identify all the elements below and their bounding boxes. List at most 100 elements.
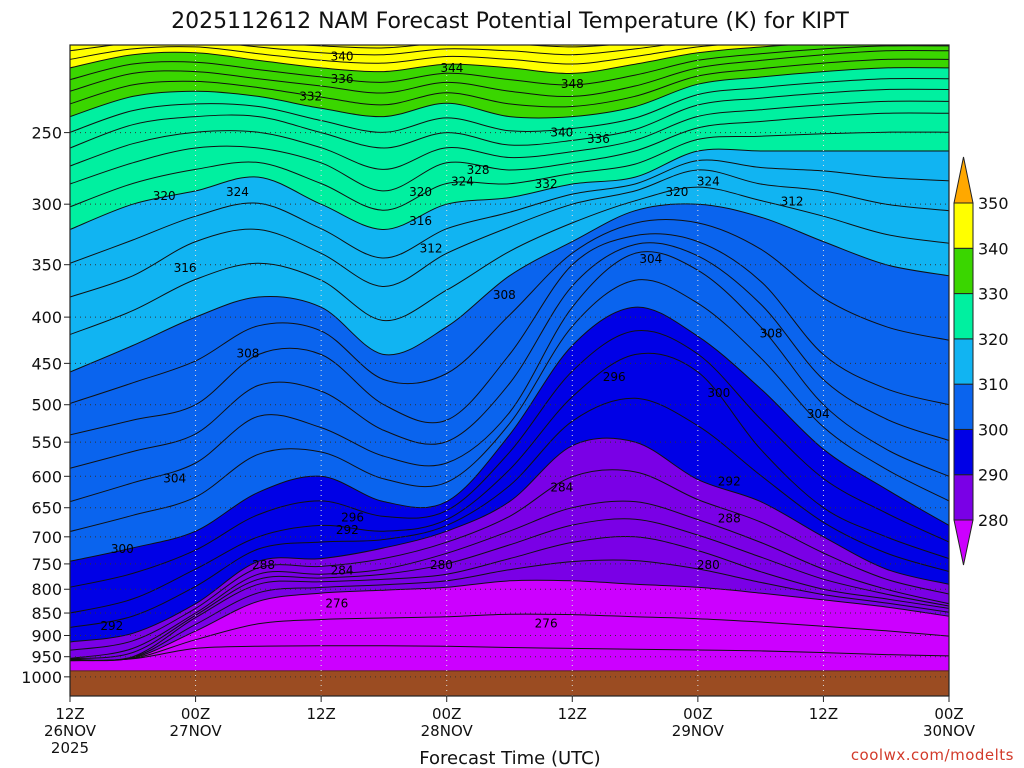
x-tick-label: 27NOV — [170, 722, 223, 740]
isentrope-280 — [70, 579, 949, 662]
colorbar-segment — [953, 247, 974, 295]
contour-label: 280 — [697, 558, 720, 572]
fill-band-344 — [70, 45, 949, 55]
y-tick-label: 950 — [31, 648, 62, 667]
terrain-layer — [70, 670, 949, 696]
isentrope-328 — [70, 88, 949, 149]
x-tick-label: 29NOV — [672, 722, 725, 740]
contour-label: 296 — [603, 370, 626, 384]
colorbar-segment — [953, 474, 974, 521]
y-tick-label: 850 — [31, 604, 62, 623]
contour-label: 324 — [697, 174, 720, 188]
isentrope-308 — [70, 233, 949, 436]
contour-label: 336 — [331, 72, 354, 86]
contour-label: 288 — [252, 558, 275, 572]
isentrope-340 — [70, 45, 796, 74]
contour-label: 332 — [299, 89, 322, 103]
isentrope-306 — [70, 242, 949, 469]
isentrope-290 — [70, 469, 949, 651]
x-tick-label: 28NOV — [421, 722, 474, 740]
contour-label: 316 — [174, 261, 197, 275]
x-tick-label: 26NOV — [44, 722, 97, 740]
colorbar-label: 300 — [978, 420, 1009, 439]
isentrope-310 — [70, 219, 949, 404]
y-tick-label: 550 — [31, 433, 62, 452]
y-tick-label: 300 — [31, 195, 62, 214]
x-tick-label: 00Z — [934, 705, 963, 723]
isentrope-344 — [70, 45, 670, 56]
isentrope-304 — [70, 251, 949, 503]
contour-label: 324 — [451, 174, 474, 188]
isentrope-276 — [70, 645, 949, 662]
isentrope-282 — [70, 559, 949, 662]
isentrope-278 — [70, 613, 949, 662]
y-tick-label: 450 — [31, 354, 62, 373]
contour-label: 336 — [587, 132, 610, 146]
isentrope-318 — [70, 159, 949, 264]
isentrope-288 — [70, 500, 949, 659]
colorbar-label: 290 — [978, 466, 1009, 485]
x-tick-label: 00Z — [181, 705, 210, 723]
colorbar-segment — [953, 383, 974, 430]
isentrope-320 — [70, 148, 949, 231]
contour-label: 288 — [718, 511, 741, 525]
contour-label: 332 — [535, 177, 558, 191]
x-tick-label: 00Z — [432, 705, 461, 723]
contour-label: 320 — [409, 185, 432, 199]
contour-label: 308 — [493, 288, 516, 302]
colorbar-label: 280 — [978, 511, 1009, 530]
x-tick-label: 12Z — [809, 705, 838, 723]
contour-label: 324 — [226, 185, 249, 199]
contour-label: 312 — [781, 195, 804, 209]
y-tick-label: 400 — [31, 308, 62, 327]
y-tick-label: 800 — [31, 580, 62, 599]
colorbar-arrow-top — [953, 156, 974, 204]
x-tick-label: 12Z — [55, 705, 84, 723]
colorbar-label: 320 — [978, 330, 1009, 349]
y-tick-label: 1000 — [21, 668, 62, 687]
isentrope-286 — [70, 518, 949, 660]
isentrope-lines — [70, 45, 949, 662]
plot-frame — [69, 44, 950, 697]
contour-label: 276 — [535, 617, 558, 631]
isentrope-342 — [70, 45, 724, 65]
contour-label: 308 — [760, 326, 783, 340]
isentrope-326 — [70, 100, 949, 170]
y-tick-label: 650 — [31, 499, 62, 518]
contour-labels: 340 336 332 344 348 340 336 328 332 324 324 320 324 3… — [100, 50, 829, 634]
colorbar-segment — [953, 428, 974, 476]
contour-label: 292 — [718, 475, 741, 489]
y-axis-ticks: 250 300 350 400 450 500 550 600 650 700 750 800 850 9… — [21, 124, 70, 687]
isentrope-314 — [70, 186, 949, 335]
y-tick-label: 700 — [31, 528, 62, 547]
isentrope-294 — [70, 397, 949, 628]
contour-label: 280 — [430, 558, 453, 572]
contour-label: 312 — [420, 242, 443, 256]
contour-label: 304 — [163, 471, 186, 485]
contour-label: 276 — [325, 597, 348, 611]
contour-label: 348 — [561, 77, 584, 91]
contour-label: 320 — [153, 189, 176, 203]
x-tick-label: 30NOV — [923, 722, 976, 740]
y-tick-label: 900 — [31, 626, 62, 645]
terrain-fill — [70, 670, 949, 696]
isentrope-292 — [70, 437, 949, 643]
contour-label: 308 — [236, 347, 259, 361]
colorbar-segment — [953, 293, 974, 340]
isentrope-312 — [70, 203, 949, 373]
isentrope-296 — [70, 352, 949, 614]
isentrope-316 — [70, 169, 949, 298]
contour-label: 292 — [100, 619, 123, 633]
colorbar-label: 330 — [978, 285, 1009, 304]
chart-title: 2025112612 NAM Forecast Potential Temper… — [171, 9, 849, 34]
colorbar: 280 290 300 310 320 330 340 350 — [953, 156, 1009, 566]
contour-label: 316 — [409, 214, 432, 228]
isentrope-fill-bands — [70, 45, 949, 696]
colorbar-arrow-bottom — [953, 519, 974, 566]
x-axis-label: Forecast Time (UTC) — [419, 748, 600, 768]
contour-label: 340 — [550, 126, 573, 140]
isentrope-322 — [70, 131, 949, 211]
contour-label: 304 — [639, 252, 662, 266]
isentrope-336 — [70, 50, 949, 98]
